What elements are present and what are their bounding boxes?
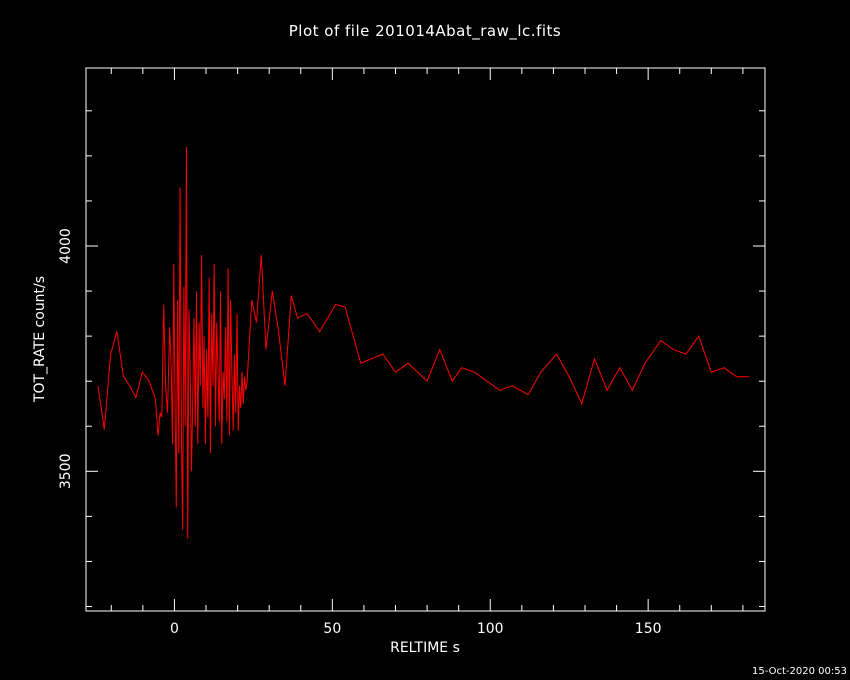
plot-frame: [85, 67, 766, 612]
series-line: [97, 146, 750, 539]
x-tick-label: 50: [323, 621, 341, 637]
x-tick-label: 0: [170, 621, 179, 637]
y-tick-label: 3500: [58, 453, 74, 489]
x-tick-label: 100: [477, 621, 504, 637]
timestamp-label: 15-Oct-2020 00:53: [752, 666, 847, 677]
chart-title: Plot of file 201014Abat_raw_lc.fits: [288, 22, 562, 40]
x-tick-label: 150: [635, 621, 662, 637]
y-axis-label: TOT_RATE count/s: [32, 275, 48, 403]
y-tick-label: 4000: [58, 228, 74, 264]
